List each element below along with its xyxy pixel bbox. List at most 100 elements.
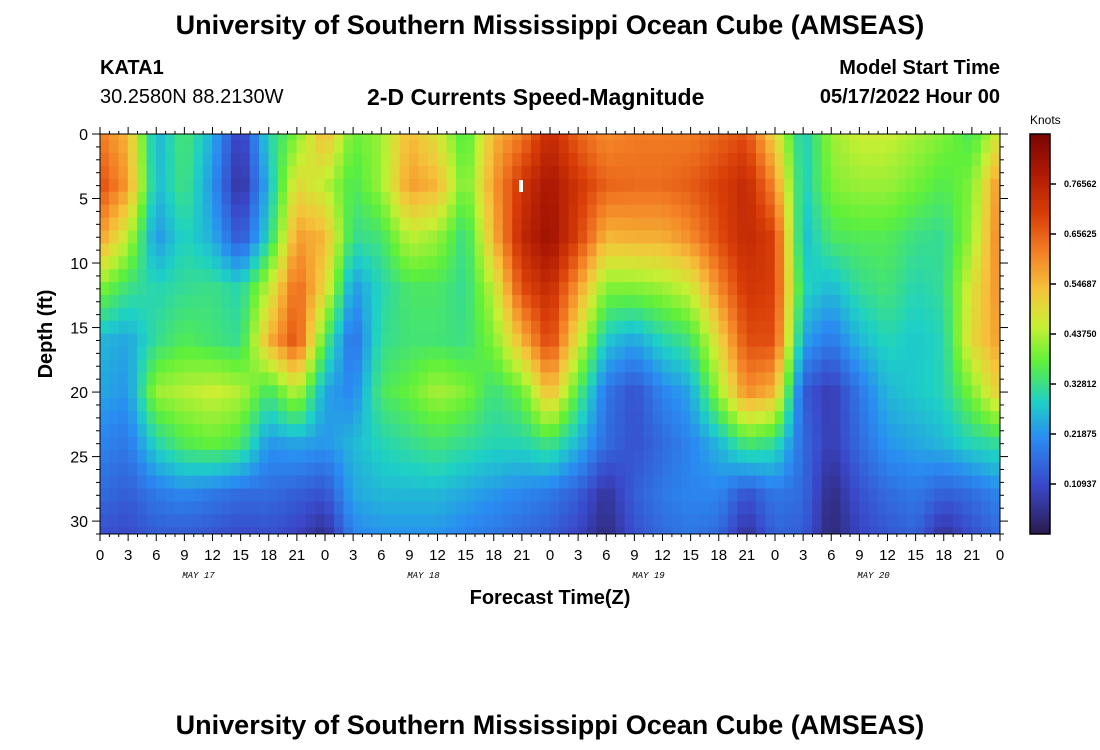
- heatmap-cell: [671, 140, 682, 154]
- heatmap-cell: [334, 217, 345, 232]
- heatmap-cell: [662, 320, 673, 335]
- heatmap-cell: [315, 346, 326, 361]
- heatmap-cell: [399, 411, 410, 425]
- heatmap-cell: [202, 320, 213, 335]
- heatmap-cell: [465, 256, 476, 270]
- heatmap-cell: [418, 153, 429, 167]
- heatmap-cell: [455, 165, 466, 180]
- heatmap-cell: [577, 501, 588, 515]
- heatmap-cell: [165, 359, 176, 374]
- heatmap-cell: [605, 178, 616, 193]
- heatmap-cell: [530, 346, 541, 361]
- model-start-label: Model Start Time: [839, 57, 1000, 79]
- heatmap-cell: [540, 346, 551, 361]
- heatmap-cell: [399, 294, 410, 309]
- heatmap-cell: [465, 191, 476, 206]
- heatmap-cell: [474, 307, 485, 322]
- heatmap-cell: [418, 294, 429, 309]
- heatmap-cell: [952, 488, 963, 503]
- heatmap-cell: [390, 346, 401, 361]
- heatmap-cell: [409, 256, 420, 270]
- heatmap-cell: [662, 514, 673, 528]
- heatmap-cell: [755, 204, 766, 219]
- heatmap-cell: [137, 501, 148, 515]
- heatmap-cell: [784, 243, 795, 257]
- heatmap-cell: [240, 398, 251, 412]
- heatmap-cell: [493, 307, 504, 322]
- heatmap-cell: [465, 320, 476, 335]
- heatmap-cell: [821, 269, 832, 283]
- heatmap-cell: [755, 191, 766, 206]
- heatmap-cell: [334, 191, 345, 206]
- heatmap-cell: [502, 449, 513, 464]
- heatmap-cell: [680, 134, 691, 141]
- heatmap-cell: [905, 527, 916, 534]
- heatmap-cell: [812, 134, 823, 141]
- x-tick-label: 3: [349, 547, 357, 564]
- heatmap-cell: [109, 140, 120, 154]
- heatmap-cell: [165, 462, 176, 477]
- heatmap-cell: [784, 527, 795, 534]
- heatmap-cell: [109, 346, 120, 361]
- heatmap-cell: [830, 140, 841, 154]
- heatmap-cell: [990, 204, 1000, 219]
- heatmap-cell: [268, 346, 279, 361]
- heatmap-cell: [315, 307, 326, 322]
- heatmap-cell: [530, 475, 541, 490]
- heatmap-cell: [652, 449, 663, 464]
- heatmap-cell: [334, 333, 345, 348]
- heatmap-cell: [924, 449, 935, 464]
- heatmap-cell: [699, 424, 710, 438]
- heatmap-cell: [662, 398, 673, 412]
- heatmap-cell: [727, 462, 738, 477]
- heatmap-cell: [202, 411, 213, 425]
- heatmap-cell: [249, 475, 260, 490]
- heatmap-cell: [840, 333, 851, 348]
- heatmap-cell: [727, 333, 738, 348]
- heatmap-cell: [709, 153, 720, 167]
- heatmap-cell: [334, 488, 345, 503]
- heatmap-cell: [165, 411, 176, 425]
- heatmap-cell: [184, 282, 195, 296]
- heatmap-cell: [127, 320, 138, 335]
- heatmap-cell: [455, 385, 466, 399]
- heatmap-cell: [699, 282, 710, 296]
- heatmap-cell: [146, 372, 157, 386]
- heatmap-cell: [146, 191, 157, 206]
- heatmap-cell: [184, 134, 195, 141]
- heatmap-cell: [502, 346, 513, 361]
- heatmap-cell: [296, 282, 307, 296]
- heatmap-cell: [680, 294, 691, 309]
- heatmap-cell: [699, 204, 710, 219]
- heatmap-cell: [174, 256, 185, 270]
- heatmap-cell: [662, 134, 673, 141]
- heatmap-cell: [559, 346, 570, 361]
- x-tick-label: 9: [630, 547, 638, 564]
- heatmap-cell: [352, 359, 363, 374]
- heatmap-cell: [615, 256, 626, 270]
- heatmap-cell: [230, 488, 241, 503]
- heatmap-cell: [512, 372, 523, 386]
- heatmap-cell: [924, 178, 935, 193]
- heatmap-cell: [971, 398, 982, 412]
- heatmap-cell: [868, 333, 879, 348]
- heatmap-cell: [521, 191, 532, 206]
- heatmap-cell: [699, 178, 710, 193]
- heatmap-cell: [559, 462, 570, 477]
- heatmap-cell: [127, 411, 138, 425]
- heatmap-cell: [240, 475, 251, 490]
- heatmap-cell: [371, 191, 382, 206]
- heatmap-cell: [868, 359, 879, 374]
- heatmap-cell: [980, 269, 991, 283]
- heatmap-cell: [568, 230, 579, 244]
- heatmap-cell: [915, 436, 926, 451]
- heatmap-cell: [549, 346, 560, 361]
- x-tick-label: 0: [546, 547, 554, 564]
- heatmap-cell: [559, 424, 570, 438]
- heatmap-cell: [446, 178, 457, 193]
- heatmap-cell: [952, 436, 963, 451]
- heatmap-cell: [296, 398, 307, 412]
- heatmap-cell: [718, 153, 729, 167]
- heatmap-cell: [100, 333, 110, 348]
- heatmap-cell: [484, 256, 495, 270]
